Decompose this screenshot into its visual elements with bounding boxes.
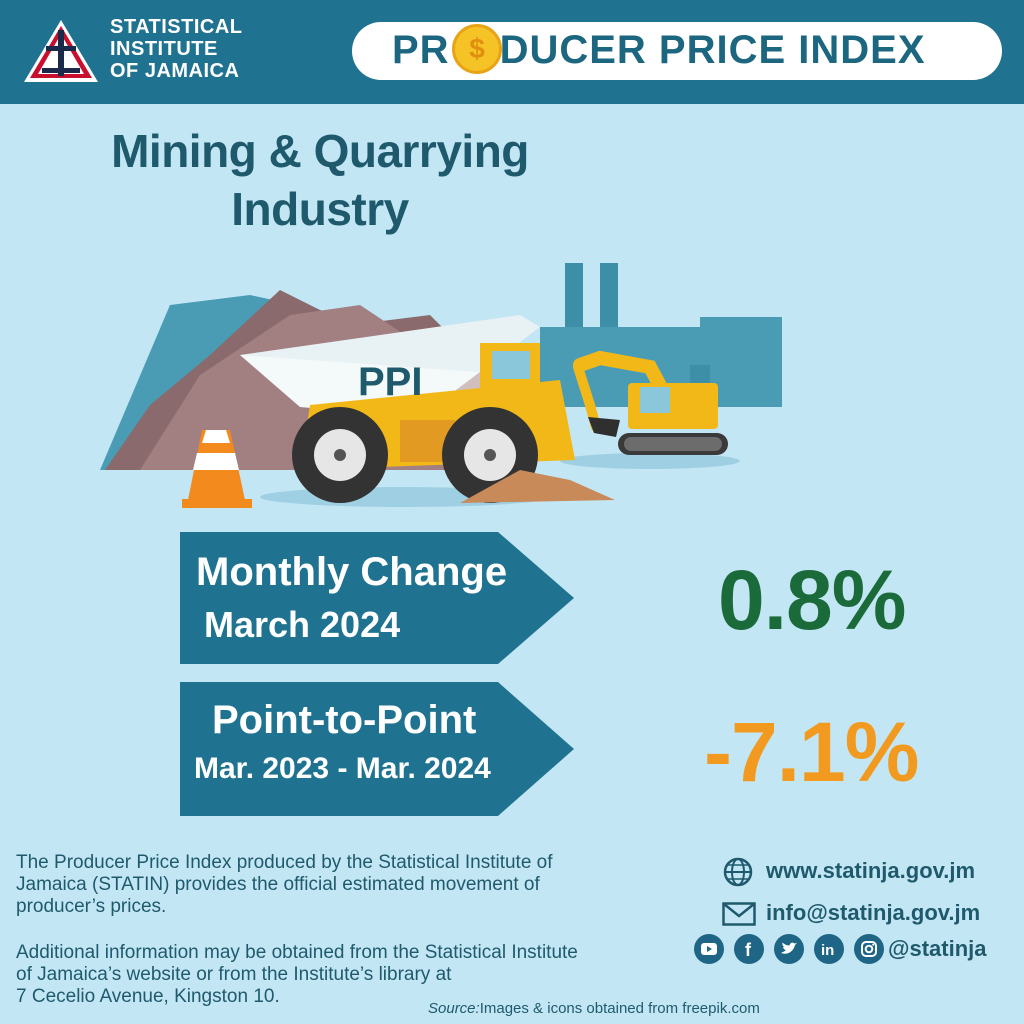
- source-label: Source:: [428, 1000, 480, 1017]
- point-to-point-label: Point-to-Point: [212, 698, 477, 742]
- mining-illustration: PPI: [100, 263, 782, 508]
- globe-icon: [723, 857, 753, 887]
- svg-text:f: f: [745, 940, 752, 960]
- industry-title-line2: Industry: [231, 183, 409, 235]
- traffic-cone-icon: [182, 430, 252, 508]
- svg-text:in: in: [821, 942, 834, 959]
- description-line: producer’s prices.: [16, 896, 167, 917]
- twitter-icon[interactable]: [774, 934, 804, 964]
- statin-logo: [24, 20, 98, 82]
- coin-icon: $: [452, 24, 502, 74]
- instagram-icon[interactable]: [854, 934, 884, 964]
- title-suffix: DUCER PRICE INDEX: [499, 28, 926, 72]
- monthly-change-value: 0.8%: [718, 553, 906, 647]
- point-to-point-period: Mar. 2023 - Mar. 2024: [194, 752, 491, 785]
- additional-info-paragraph: Additional information may be obtained f…: [16, 942, 696, 1008]
- additional-info-line: 7 Cecelio Avenue, Kingston 10.: [16, 986, 280, 1007]
- org-name-line3: OF JAMAICA: [110, 60, 240, 82]
- mail-icon: [722, 902, 756, 926]
- youtube-icon[interactable]: [694, 934, 724, 964]
- point-to-point-arrow: Point-to-Point Mar. 2023 - Mar. 2024: [180, 682, 580, 816]
- website-link[interactable]: www.statinja.gov.jm: [766, 858, 976, 883]
- industry-title-line1: Mining & Quarrying: [111, 125, 529, 177]
- email-link[interactable]: info@statinja.gov.jm: [766, 900, 981, 925]
- dump-truck-icon: PPI: [240, 315, 615, 503]
- excavator-icon: [573, 350, 728, 455]
- additional-info-line: of Jamaica’s website or from the Institu…: [16, 964, 452, 985]
- truck-label: PPI: [358, 360, 422, 404]
- facebook-icon[interactable]: f: [734, 934, 764, 964]
- monthly-change-period: March 2024: [204, 604, 401, 645]
- point-to-point-value: -7.1%: [704, 705, 919, 799]
- source-credit: Source:Images & icons obtained from free…: [428, 1000, 760, 1017]
- org-name-line1: STATISTICAL: [110, 16, 243, 38]
- description-line: Jamaica (STATIN) provides the official e…: [16, 874, 540, 895]
- social-handle[interactable]: @statinja: [888, 936, 987, 961]
- monthly-change-label: Monthly Change: [196, 550, 508, 594]
- description-paragraph: The Producer Price Index produced by the…: [16, 852, 696, 918]
- description-line: The Producer Price Index produced by the…: [16, 852, 553, 873]
- additional-info-line: Additional information may be obtained f…: [16, 942, 578, 963]
- industry-title: Mining & Quarrying Industry: [100, 122, 540, 238]
- title-prefix: PR: [392, 28, 450, 72]
- organization-name: STATISTICAL INSTITUTE OF JAMAICA: [110, 16, 243, 82]
- coin-symbol: $: [469, 33, 485, 64]
- linkedin-icon[interactable]: in: [814, 934, 844, 964]
- monthly-change-arrow: Monthly Change March 2024: [180, 532, 580, 664]
- source-text: Images & icons obtained from freepik.com: [479, 1000, 760, 1017]
- page-title: PR DUCER PRICE INDEX: [392, 28, 926, 73]
- org-name-line2: INSTITUTE: [110, 38, 218, 60]
